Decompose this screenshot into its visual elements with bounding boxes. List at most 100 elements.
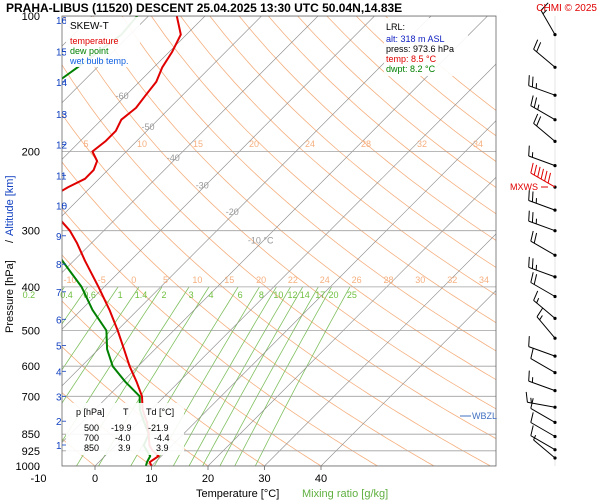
altitude-tick-label: 4 bbox=[56, 367, 62, 378]
barb-half-flag bbox=[533, 435, 537, 441]
x-tick-label: 20 bbox=[202, 473, 214, 485]
grid-labels: 5 10 15 20 24 28 32 34-10 -5 0 5 10 15 20 22 24 26 28 30 32… bbox=[23, 21, 489, 300]
barb-staff bbox=[533, 48, 556, 68]
wind-barbs bbox=[525, 2, 557, 466]
pressure-tick-label: 925 bbox=[22, 446, 40, 458]
barb-flag bbox=[528, 75, 530, 86]
wind-barb bbox=[530, 162, 557, 189]
isotherm bbox=[62, 16, 375, 330]
table-cell: -19.9 bbox=[111, 423, 132, 433]
mixing-ratio-label: 2 bbox=[161, 290, 166, 300]
barb-flag bbox=[530, 398, 534, 409]
barb-flag bbox=[533, 290, 539, 301]
barb-flag bbox=[528, 336, 530, 347]
x-tick-label: 40 bbox=[315, 473, 327, 485]
dry-adiabat-label: 20 bbox=[249, 139, 259, 149]
barb-flag bbox=[533, 39, 539, 50]
barb-flag bbox=[544, 170, 548, 182]
barb-flag bbox=[533, 274, 538, 285]
mixing-ratio-label: 0.4 bbox=[60, 290, 73, 300]
barb-half-flag bbox=[530, 397, 532, 404]
mixing-ratio-label: 10 bbox=[273, 290, 283, 300]
barb-staff bbox=[533, 123, 556, 142]
dry-adiabat-label: 10 bbox=[137, 139, 147, 149]
barb-staff bbox=[528, 220, 556, 232]
wind-barb bbox=[528, 190, 557, 212]
barb-staff bbox=[540, 10, 556, 35]
mixing-ratio-label: 8 bbox=[259, 290, 264, 300]
legend-title: SKEW-T bbox=[70, 21, 109, 32]
isotherm bbox=[62, 16, 149, 104]
lrl-title: LRL: bbox=[386, 22, 405, 32]
altitude-tick-label: 7 bbox=[56, 288, 62, 299]
wind-barb bbox=[530, 230, 557, 257]
wind-barb bbox=[530, 398, 557, 424]
wbzl-label: WBZL bbox=[472, 411, 497, 421]
wind-barb bbox=[530, 272, 557, 299]
wind-barb bbox=[528, 370, 557, 393]
dry-adiabat-label: 24 bbox=[305, 139, 315, 149]
isotherm bbox=[62, 16, 262, 217]
x-axis-title: Temperature [°C] bbox=[196, 488, 279, 500]
pressure-tick-label: 400 bbox=[22, 282, 40, 294]
isotherm-label: -50 bbox=[141, 122, 154, 132]
wind-barb bbox=[528, 210, 557, 233]
barb-flag bbox=[530, 412, 534, 423]
barb-flag bbox=[530, 162, 534, 174]
barb-staff bbox=[530, 172, 556, 188]
barb-staff bbox=[528, 200, 556, 211]
altitude-tick-label: 3 bbox=[56, 392, 62, 403]
mixing-ratio-label: 1 bbox=[118, 290, 123, 300]
isotherm bbox=[94, 63, 496, 466]
dry-adiabat-label: 0 bbox=[131, 275, 136, 285]
y-axis-title: Pressure [hPa] bbox=[4, 260, 16, 333]
x-tick-label: -10 bbox=[31, 473, 47, 485]
wind-barb bbox=[533, 39, 557, 69]
mixing-ratio-label: 0.2 bbox=[23, 290, 36, 300]
barb-flag bbox=[533, 164, 538, 176]
isotherm bbox=[62, 16, 206, 160]
isotherm-label: -20 bbox=[226, 207, 239, 217]
mixing-ratio-label: 12 bbox=[287, 290, 297, 300]
altitude-tick-label: 9 bbox=[56, 232, 62, 243]
wind-barb bbox=[528, 145, 557, 168]
barb-flag bbox=[547, 172, 551, 184]
dry-adiabat-label: 32 bbox=[417, 139, 427, 149]
plot-frame bbox=[61, 15, 497, 467]
pressure-tick-label: 500 bbox=[22, 326, 40, 338]
pressure-tick-label: 700 bbox=[22, 391, 40, 403]
barb-flag bbox=[533, 97, 538, 108]
wind-barb bbox=[540, 2, 557, 37]
barb-flag bbox=[531, 212, 534, 223]
barb-staff bbox=[533, 439, 556, 459]
dry-adiabat-label: 22 bbox=[288, 275, 298, 285]
dry-adiabat-label: 10 bbox=[192, 275, 202, 285]
barb-flag bbox=[536, 307, 544, 318]
barb-flag bbox=[525, 391, 528, 403]
isotherm bbox=[207, 176, 496, 466]
altitude-tick-label: 14 bbox=[56, 78, 68, 89]
wind-barb bbox=[533, 435, 557, 460]
barb-staff bbox=[530, 358, 556, 374]
data-table-box bbox=[66, 403, 184, 455]
barb-flag bbox=[530, 348, 534, 359]
table-cell: -4.0 bbox=[115, 433, 131, 443]
barb-flag bbox=[531, 191, 534, 202]
barb-flag bbox=[530, 95, 534, 106]
barb-staff bbox=[528, 85, 556, 96]
barb-flag bbox=[531, 76, 534, 88]
barb-flag bbox=[528, 210, 530, 222]
lrl-box bbox=[384, 18, 468, 76]
mixing-ratio-label: 17 bbox=[315, 290, 325, 300]
dry-adiabat bbox=[121, 16, 496, 352]
mixing-ratio-label: 4 bbox=[208, 290, 213, 300]
barb-staff bbox=[528, 346, 556, 357]
dry-adiabat-label: 32 bbox=[447, 275, 457, 285]
pressure-tick-label: 1000 bbox=[16, 461, 40, 473]
isotherm-label: -40 bbox=[167, 153, 180, 163]
table-cell: 850 bbox=[84, 443, 99, 453]
x-tick-label: 30 bbox=[258, 473, 270, 485]
dry-adiabat-label: 30 bbox=[415, 275, 425, 285]
dry-adiabat bbox=[238, 16, 496, 241]
mixing-ratio-label: 3 bbox=[189, 290, 194, 300]
